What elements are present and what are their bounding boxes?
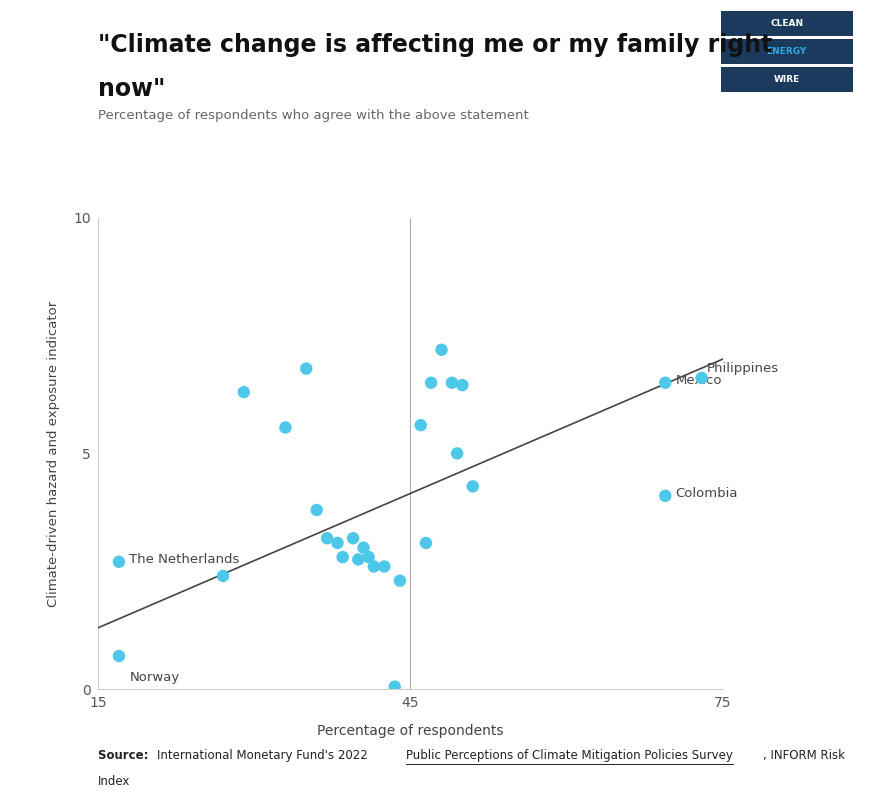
Point bbox=[392, 574, 407, 587]
Point bbox=[320, 532, 334, 545]
Text: WIRE: WIRE bbox=[773, 74, 800, 84]
Point bbox=[445, 376, 459, 389]
Text: , INFORM Risk: , INFORM Risk bbox=[763, 749, 845, 762]
Text: Philippines: Philippines bbox=[706, 362, 779, 375]
Point bbox=[658, 376, 673, 389]
Text: Colombia: Colombia bbox=[676, 487, 739, 500]
Point bbox=[278, 421, 293, 434]
Point bbox=[367, 560, 381, 573]
Text: now": now" bbox=[98, 77, 166, 101]
Point bbox=[216, 569, 230, 582]
Point bbox=[377, 560, 392, 573]
Point bbox=[695, 371, 709, 384]
Text: Public Perceptions of Climate Mitigation Policies Survey: Public Perceptions of Climate Mitigation… bbox=[406, 749, 732, 762]
Point bbox=[236, 386, 251, 398]
Text: CLEAN: CLEAN bbox=[770, 19, 804, 28]
Point bbox=[424, 376, 438, 389]
X-axis label: Percentage of respondents: Percentage of respondents bbox=[317, 724, 504, 738]
Point bbox=[414, 419, 428, 432]
Text: The Netherlands: The Netherlands bbox=[129, 553, 240, 566]
Bar bbox=[721, 67, 853, 92]
Bar bbox=[721, 39, 853, 64]
Point bbox=[361, 550, 376, 563]
Point bbox=[466, 480, 480, 493]
Point bbox=[335, 550, 350, 563]
Point bbox=[310, 504, 324, 516]
Text: Mexico: Mexico bbox=[676, 374, 723, 386]
Bar bbox=[721, 11, 853, 36]
Text: Norway: Norway bbox=[129, 671, 179, 683]
Point bbox=[418, 537, 433, 550]
Point bbox=[112, 649, 126, 662]
Text: ENERGY: ENERGY bbox=[766, 47, 807, 55]
Text: "Climate change is affecting me or my family right: "Climate change is affecting me or my fa… bbox=[98, 33, 772, 57]
Text: International Monetary Fund's 2022: International Monetary Fund's 2022 bbox=[157, 749, 371, 762]
Point bbox=[346, 532, 360, 545]
Point bbox=[112, 555, 126, 568]
Y-axis label: Climate-driven hazard and exposure indicator: Climate-driven hazard and exposure indic… bbox=[46, 300, 60, 607]
Text: Percentage of respondents who agree with the above statement: Percentage of respondents who agree with… bbox=[98, 109, 529, 122]
Point bbox=[357, 542, 371, 554]
Point bbox=[658, 489, 673, 502]
Point bbox=[450, 447, 464, 459]
Point bbox=[388, 680, 402, 693]
Point bbox=[455, 379, 469, 391]
Text: Source:: Source: bbox=[98, 749, 153, 762]
Point bbox=[351, 553, 366, 565]
Point bbox=[299, 362, 313, 375]
Point bbox=[330, 537, 344, 550]
Text: Index: Index bbox=[98, 775, 130, 788]
Point bbox=[434, 344, 449, 356]
